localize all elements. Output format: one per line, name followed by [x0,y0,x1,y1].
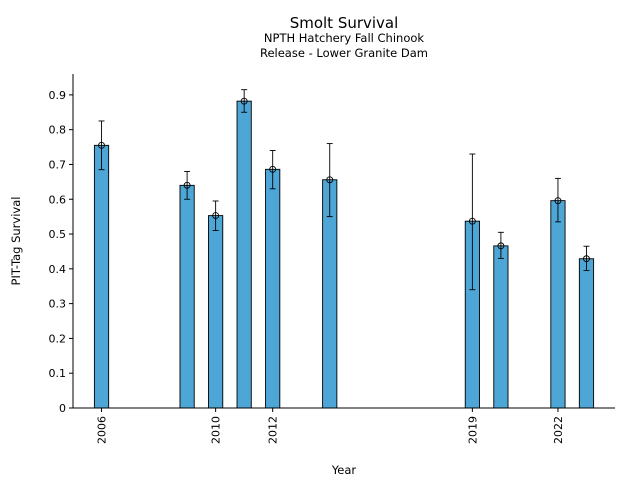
bar-2006 [93,144,110,409]
y-axis-label: PIT-Tag Survival [9,197,23,286]
y-tick-label: 0 [59,402,66,415]
point-marker-2020 [497,242,505,250]
bar-2010 [208,215,224,409]
bar-2009 [179,184,195,409]
y-tick-label: 0.4 [49,263,67,276]
bar-2022 [550,200,566,409]
plot-area: 0 0.1 0.2 0.3 0.4 0.5 0.6 0.7 0.8 0.9 2006 2010 2012… [49,74,615,444]
y-tick-label: 0.6 [49,193,67,206]
y-tick-label: 0.8 [49,124,67,137]
point-marker-2023 [583,255,590,263]
point-marker-2010 [212,212,220,220]
chart-subtitle-line1: NPTH Hatchery Fall Chinook [264,31,424,45]
x-tick-label: 2006 [96,416,109,444]
x-tick-label: 2019 [466,416,479,444]
point-marker-2006 [98,141,105,149]
y-tick-label: 0.5 [49,228,67,241]
y-tick-label: 0.9 [49,89,67,102]
y-tick-label: 0.1 [49,367,67,380]
chart-title: Smolt Survival [290,14,399,32]
bar-2011 [236,100,252,409]
y-tick-label: 0.3 [49,298,67,311]
x-tick-label: 2012 [267,416,280,444]
bar-2012 [265,168,281,409]
y-tick-label: 0.2 [49,332,67,345]
chart-subtitle-line2: Release - Lower Granite Dam [260,46,428,60]
point-marker-2012 [269,165,277,173]
x-tick-label: 2010 [210,416,223,444]
bar-2020 [493,245,509,409]
point-marker-2019 [468,217,476,225]
point-marker-2014 [326,176,334,184]
bar-2023 [578,258,595,409]
x-tick-label: 2022 [552,416,565,444]
point-marker-2011 [240,97,248,105]
point-marker-2009 [183,181,191,189]
x-axis-label: Year [331,463,357,477]
y-tick-label: 0.7 [49,158,67,171]
point-marker-2022 [554,197,562,205]
